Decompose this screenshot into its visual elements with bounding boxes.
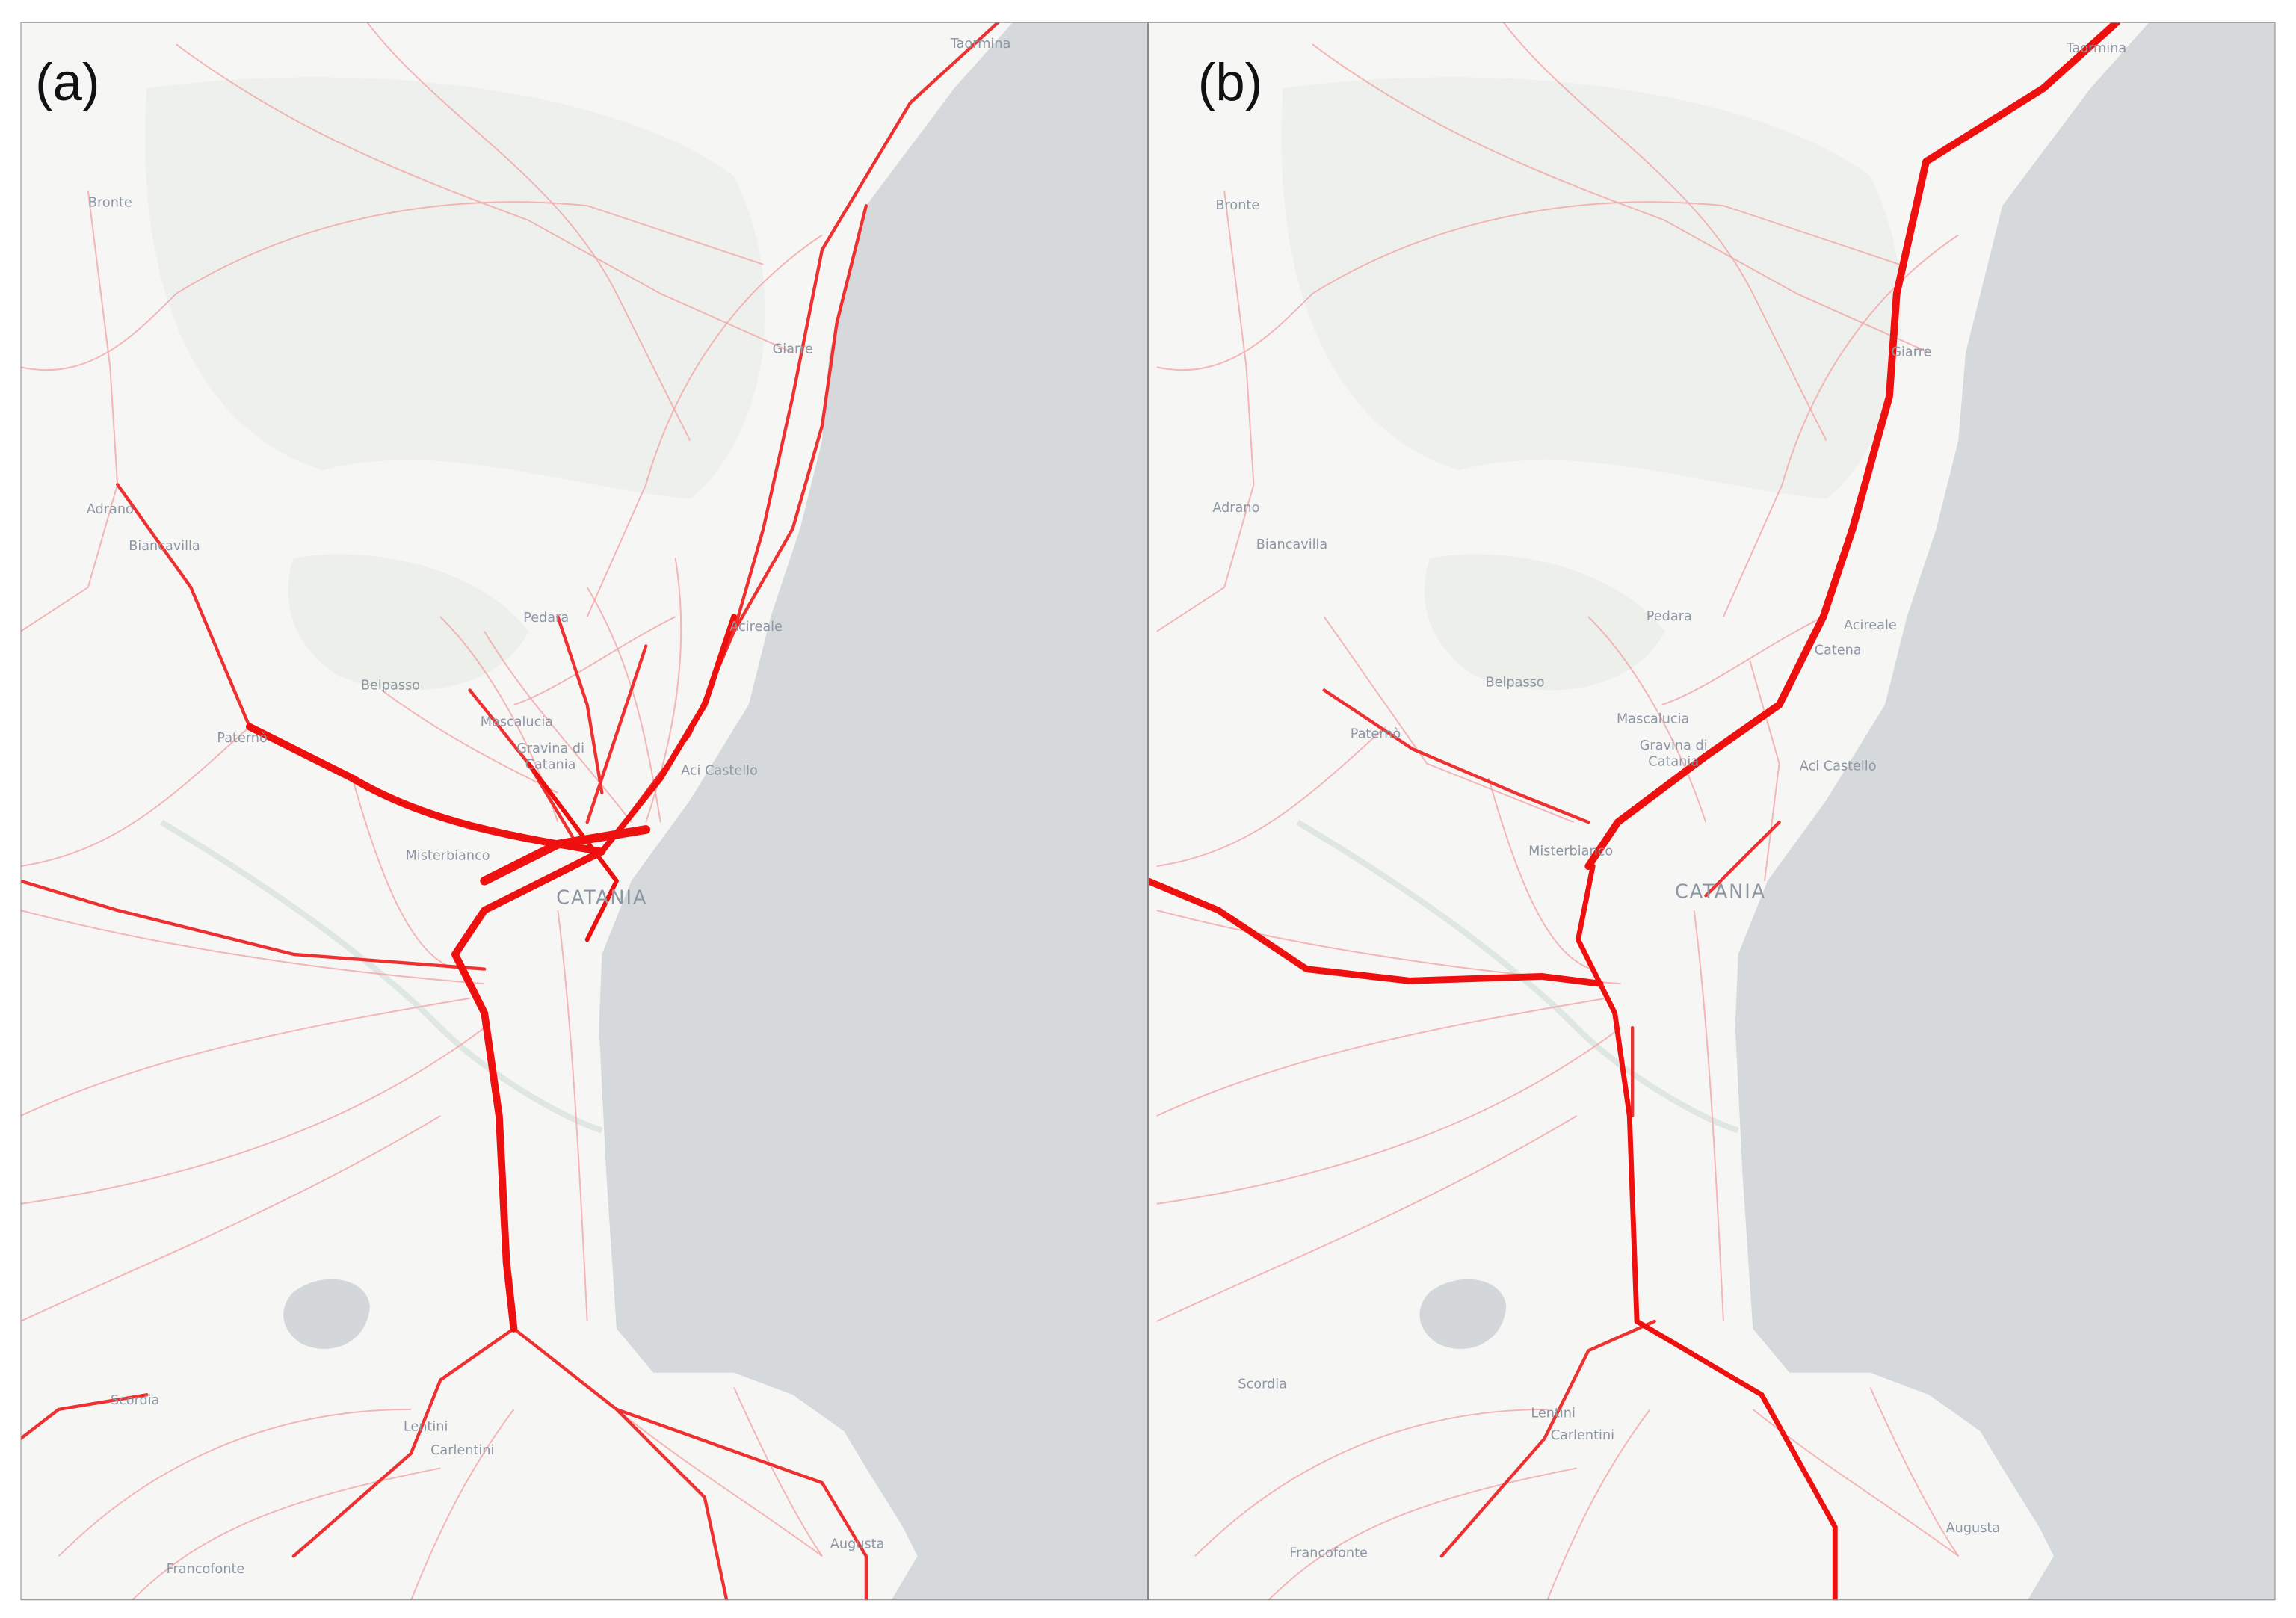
place-label: Carlentini <box>1551 1428 1614 1443</box>
place-label: Scordia <box>111 1393 160 1408</box>
place-label: Giarre <box>1891 345 1931 360</box>
place-label: Catania <box>525 758 576 773</box>
place-label: Francofonte <box>1289 1546 1368 1560</box>
panel-b-map: Taormina Bronte Giarre Adrano Biancavilla Ped… <box>1136 0 2296 1618</box>
place-label: Belpasso <box>1485 676 1544 691</box>
base-map <box>0 0 1174 1618</box>
base-map <box>1136 0 2296 1618</box>
place-label: Gravina di <box>1640 738 1708 753</box>
place-label: Paternò <box>1351 726 1401 741</box>
panel-label: (a) <box>35 52 99 111</box>
panel-label: (b) <box>1198 52 1262 111</box>
place-label: Biancavilla <box>1256 537 1328 552</box>
place-label: Aci Castello <box>681 763 758 778</box>
place-label: Adrano <box>1212 501 1259 516</box>
place-labels: Taormina Bronte Giarre Adrano Biancavilla Ped… <box>87 37 1011 1577</box>
place-label: Gravina di <box>516 741 584 756</box>
place-label: Augusta <box>830 1537 885 1552</box>
place-labels: Taormina Bronte Giarre Adrano Biancavilla Ped… <box>1212 41 2126 1560</box>
place-label: Acireale <box>729 620 783 634</box>
place-label: Augusta <box>1946 1521 2001 1536</box>
place-label: Mascalucia <box>481 715 553 730</box>
minor-roads <box>1323 616 1824 881</box>
place-label: Francofonte <box>167 1562 245 1577</box>
place-label: Aci Castello <box>1800 759 1877 774</box>
place-label: Pedara <box>523 611 569 626</box>
place-label: Biancavilla <box>129 539 200 554</box>
place-label: Bronte <box>1215 198 1259 213</box>
place-label: Lentini <box>1531 1407 1576 1421</box>
place-label: Catania <box>1648 755 1699 770</box>
place-label: Giarre <box>773 342 813 357</box>
roads-heavy <box>246 614 738 1333</box>
roads-traffic <box>1322 688 1781 1558</box>
place-label: Pedara <box>1647 609 1692 624</box>
place-label: Taormina <box>2066 41 2127 56</box>
roads-heavy <box>1148 22 2121 1601</box>
place-label: Scordia <box>1238 1377 1287 1392</box>
place-label: Belpasso <box>361 679 420 694</box>
place-label: Bronte <box>88 195 132 210</box>
place-label: Misterbianco <box>406 848 490 863</box>
place-label: Catena <box>1815 643 1862 658</box>
place-label: Lentini <box>404 1419 448 1434</box>
place-label: CATANIA <box>556 886 647 909</box>
panel-a-map: Taormina Bronte Giarre Adrano Biancavilla Ped… <box>0 0 1174 1618</box>
place-label: Adrano <box>87 502 134 517</box>
place-label: Acireale <box>1844 618 1897 633</box>
panel-b: Taormina Bronte Giarre Adrano Biancavilla Ped… <box>1136 0 2296 1618</box>
place-label: Mascalucia <box>1617 712 1689 727</box>
place-label: Paternò <box>217 731 267 746</box>
place-label: Misterbianco <box>1528 844 1613 859</box>
place-label: Carlentini <box>430 1443 494 1458</box>
place-label: Taormina <box>950 37 1011 52</box>
place-label: CATANIA <box>1675 880 1766 903</box>
